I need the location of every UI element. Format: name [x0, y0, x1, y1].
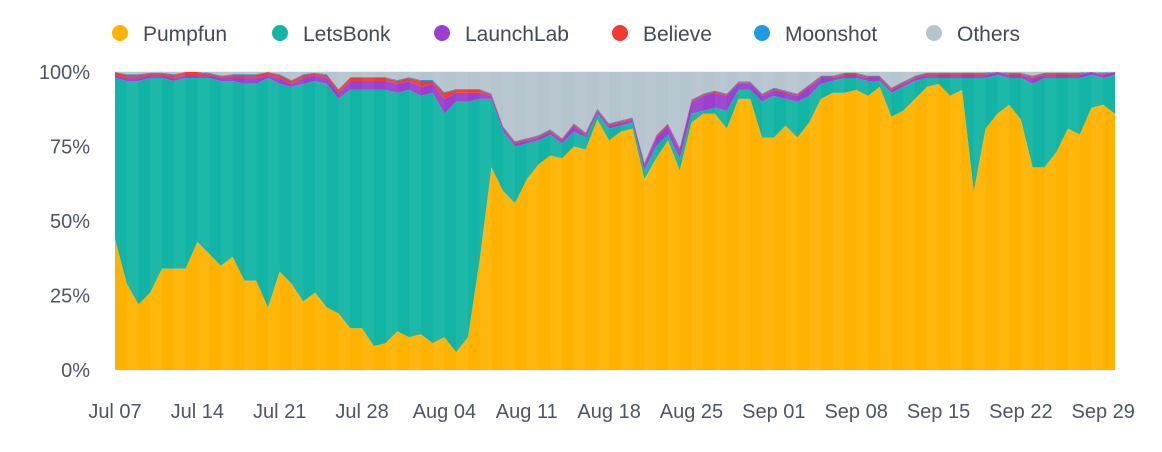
- series-areas: [115, 72, 1115, 371]
- day-stripe: [126, 72, 139, 370]
- day-stripe: [973, 72, 986, 370]
- day-stripe: [456, 72, 468, 370]
- legend-item-letsbonk: LetsBonk: [272, 23, 391, 46]
- legend-label: Pumpfun: [143, 23, 227, 46]
- day-stripe: [879, 72, 892, 370]
- legend-label: LaunchLab: [465, 23, 569, 46]
- day-stripe: [338, 72, 351, 370]
- day-stripe: [667, 72, 680, 370]
- day-stripe: [738, 72, 751, 370]
- day-stripe: [362, 72, 374, 370]
- legend-swatch: [434, 25, 450, 41]
- legend-swatch: [272, 25, 288, 41]
- day-stripe: [197, 72, 210, 370]
- day-stripe: [526, 72, 539, 370]
- area-others: [115, 72, 1115, 162]
- legend-item-others: Others: [926, 23, 1020, 46]
- day-stripe: [903, 72, 915, 370]
- x-tick-label: Aug 18: [577, 401, 640, 423]
- day-stripe: [1020, 72, 1033, 370]
- day-stripe: [220, 72, 233, 370]
- x-tick-label: Jul 28: [335, 401, 388, 423]
- legend-label: LetsBonk: [303, 23, 391, 46]
- legend-label: Believe: [643, 23, 712, 46]
- day-stripe: [950, 72, 963, 370]
- area-letsbonk: [115, 74, 1115, 353]
- day-stripe: [385, 72, 398, 370]
- y-tick-label: 25%: [50, 286, 90, 308]
- day-stripe: [762, 72, 774, 370]
- legend-swatch: [926, 25, 942, 41]
- x-tick-label: Sep 08: [824, 401, 887, 423]
- x-tick-label: Sep 01: [742, 401, 805, 423]
- day-stripe: [644, 72, 657, 370]
- x-tick-label: Aug 04: [413, 401, 476, 423]
- area-pumpfun: [115, 83, 1115, 371]
- x-tick-label: Sep 15: [907, 401, 970, 423]
- y-tick-label: 50%: [50, 211, 90, 233]
- legend-item-moonshot: Moonshot: [754, 23, 877, 46]
- day-stripe: [809, 72, 821, 370]
- x-tick-label: Jul 21: [253, 401, 306, 423]
- day-stripe: [409, 72, 421, 370]
- legend-swatch: [612, 25, 628, 41]
- x-tick-label: Jul 14: [171, 401, 224, 423]
- day-stripe: [503, 72, 515, 370]
- day-stripe: [856, 72, 868, 370]
- x-tick-label: Jul 07: [88, 401, 141, 423]
- day-stripe: [926, 72, 939, 370]
- legend-swatch: [112, 25, 128, 41]
- x-tick-label: Sep 29: [1072, 401, 1135, 423]
- day-stripe: [1044, 72, 1057, 370]
- legend-label: Moonshot: [785, 23, 877, 46]
- day-stripe: [432, 72, 445, 370]
- day-stripe: [244, 72, 257, 370]
- legend-item-believe: Believe: [612, 23, 712, 46]
- day-stripe: [173, 72, 186, 370]
- day-stripe: [550, 72, 563, 370]
- legend-item-launchlab: LaunchLab: [434, 23, 569, 46]
- day-stripe: [573, 72, 586, 370]
- day-stripe: [715, 72, 727, 370]
- day-stripe: [620, 72, 633, 370]
- day-stripe: [150, 72, 163, 370]
- x-tick-label: Sep 22: [989, 401, 1052, 423]
- day-stripe: [291, 72, 304, 370]
- day-stripe: [691, 72, 704, 370]
- day-stripe: [479, 72, 492, 370]
- day-stripe: [267, 72, 280, 370]
- x-axis: Jul 07 Jul 14 Jul 21 Jul 28 Aug 04 Aug 11 Aug …: [88, 401, 1135, 423]
- day-stripe: [832, 72, 845, 370]
- day-stripe: [597, 72, 610, 370]
- day-stripe: [315, 72, 327, 370]
- legend-swatch: [754, 25, 770, 41]
- day-stripe: [997, 72, 1010, 370]
- x-tick-label: Aug 11: [496, 401, 558, 423]
- y-tick-label: 75%: [50, 137, 90, 159]
- day-stripe: [1091, 72, 1104, 370]
- x-tick-label: Aug 25: [660, 401, 723, 423]
- y-tick-label: 100%: [39, 62, 90, 84]
- day-stripe: [1067, 72, 1080, 370]
- y-tick-label: 0%: [61, 360, 90, 382]
- day-stripe: [785, 72, 798, 370]
- y-axis: 0% 25% 50% 75% 100%: [39, 62, 90, 382]
- legend-label: Others: [957, 23, 1020, 46]
- chart-legend: Pumpfun LetsBonk LaunchLab Believe Moonshot O…: [112, 23, 1020, 46]
- legend-item-pumpfun: Pumpfun: [112, 23, 227, 46]
